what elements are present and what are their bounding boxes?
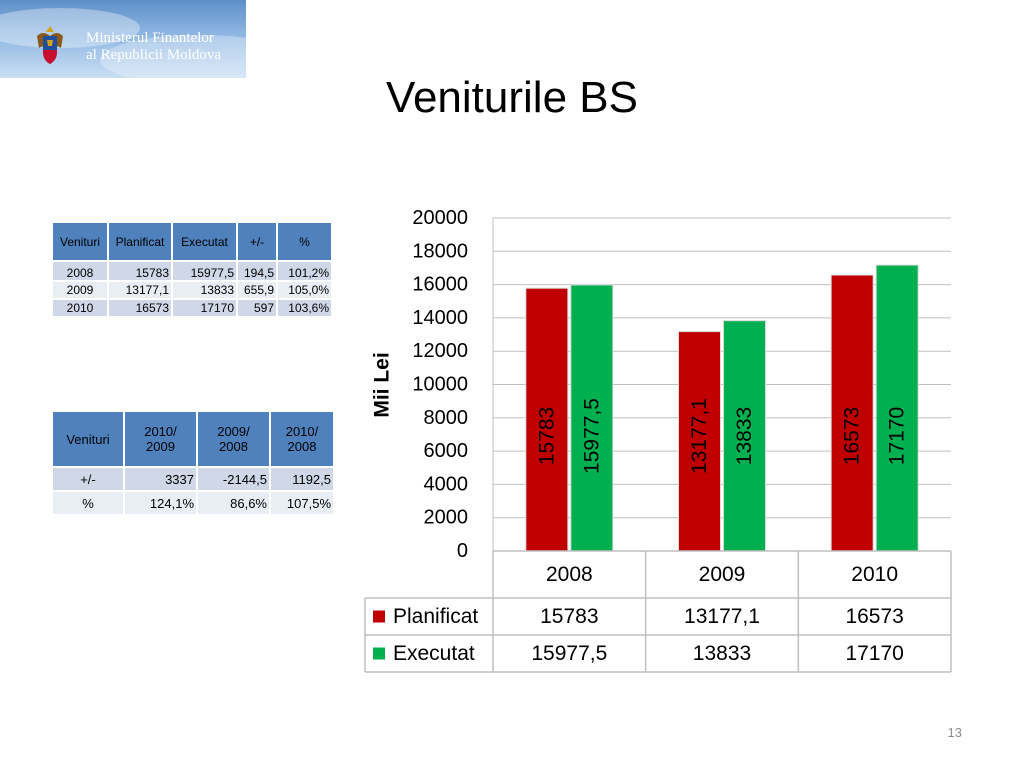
- chart-data-table: 2008 2009 2010 Planificat 15783 13177,1 16573 E…: [364, 550, 952, 673]
- y-tick-label: 8000: [424, 407, 469, 429]
- chart-gridlines: [492, 217, 951, 552]
- legend-swatch-planificat: [373, 610, 385, 623]
- table-value: 15977,5: [531, 642, 607, 665]
- column-header: Venituri: [53, 412, 123, 466]
- bar-data-labels: 15783 15977,5 13177,1 13833 16573 17170: [535, 398, 908, 474]
- logo-cloud: [0, 8, 140, 48]
- column-header: 2010/2008: [271, 412, 333, 466]
- bar-executat: [875, 264, 919, 552]
- table-value: 13833: [693, 642, 751, 665]
- table-cell: 107,5%: [271, 492, 333, 514]
- table-cell: 15783: [109, 262, 171, 280]
- y-tick-label: 0: [457, 540, 468, 562]
- coat-of-arms-icon: [37, 26, 63, 64]
- table-cell: 17170: [173, 300, 236, 316]
- revenue-execution-table: Venituri Planificat Executat +/- % 2008 …: [51, 221, 333, 318]
- bar-data-label: 15783: [535, 407, 558, 465]
- logo-text: Ministerul Finantelor al Republicii Mold…: [86, 30, 221, 64]
- table-cell: 15977,5: [173, 262, 236, 280]
- y-tick-label: 18000: [412, 240, 468, 262]
- column-header-line-1: 2010/: [144, 424, 177, 439]
- y-tick-label: 2000: [424, 507, 469, 529]
- y-tick-label: 20000: [412, 207, 468, 229]
- table-cell: 3337: [125, 468, 196, 490]
- table-cell: 2008: [53, 262, 107, 280]
- column-header: Executat: [173, 223, 236, 260]
- column-header-line-2: 2008: [219, 439, 248, 454]
- legend-label: Planificat: [393, 605, 478, 628]
- y-tick-label: 4000: [424, 473, 469, 495]
- table-cell: 655,9: [238, 282, 276, 298]
- bar-planificat: [525, 287, 569, 552]
- y-tick-label: 14000: [412, 307, 468, 329]
- y-tick-label: 16000: [412, 274, 468, 296]
- table-cell: %: [53, 492, 123, 514]
- table-cell: 194,5: [238, 262, 276, 280]
- y-axis-ticks: 0 2000 4000 6000 8000 10000 12000 14000 16000 180…: [412, 207, 468, 562]
- column-header-line-2: 2008: [287, 439, 317, 454]
- y-tick-label: 6000: [424, 440, 469, 462]
- table-cell: 2010: [53, 300, 107, 316]
- bar-executat: [570, 284, 614, 552]
- table-value: 17170: [845, 642, 903, 665]
- column-header-line-1: 2009/: [217, 424, 250, 439]
- table-cell: 13833: [173, 282, 236, 298]
- table-cell: 597: [238, 300, 276, 316]
- table-cell: 105,0%: [278, 282, 331, 298]
- column-header: Venituri: [53, 223, 107, 260]
- x-category-label: 2010: [851, 563, 898, 586]
- ministry-logo: Ministerul Finantelor al Republicii Mold…: [0, 0, 246, 78]
- table-row: 2010 16573 17170 597 103,6%: [53, 300, 331, 316]
- table-cell: 16573: [109, 300, 171, 316]
- legend-label: Executat: [393, 642, 475, 665]
- revenue-comparison-table: Venituri 2010/2009 2009/2008 2010/2008 +…: [51, 410, 335, 516]
- table-value: 13177,1: [684, 605, 760, 628]
- y-tick-label: 10000: [412, 374, 468, 396]
- bar-executat: [723, 320, 766, 552]
- x-category-label: 2009: [699, 563, 746, 586]
- chart-bars: [525, 264, 919, 552]
- y-axis-label: Mii Lei: [371, 352, 394, 417]
- bar-data-label: 17170: [886, 407, 909, 465]
- table-cell: -2144,5: [198, 468, 269, 490]
- bar-data-label: 13177,1: [688, 398, 711, 474]
- table-cell: 1192,5: [271, 468, 333, 490]
- table-cell: 101,2%: [278, 262, 331, 280]
- column-header: Planificat: [109, 223, 171, 260]
- column-header: 2009/2008: [198, 412, 269, 466]
- column-header-line-2: 2009: [146, 439, 175, 454]
- table-row: +/- 3337 -2144,5 1192,5: [53, 468, 333, 490]
- table-header-row: Venituri Planificat Executat +/- %: [53, 223, 331, 260]
- table-row: % 124,1% 86,6% 107,5%: [53, 492, 333, 514]
- revenue-bar-chart: 0 2000 4000 6000 8000 10000 12000 14000 16000 180…: [364, 207, 952, 673]
- bar-planificat: [678, 331, 721, 552]
- column-header: +/-: [238, 223, 276, 260]
- bar-data-label: 15977,5: [580, 398, 603, 474]
- bar-planificat: [830, 274, 874, 552]
- y-tick-label: 12000: [412, 340, 468, 362]
- table-cell: 86,6%: [198, 492, 269, 514]
- column-header: 2010/2009: [125, 412, 196, 466]
- table-header-row: Venituri 2010/2009 2009/2008 2010/2008: [53, 412, 333, 466]
- column-header: %: [278, 223, 331, 260]
- table-cell: 103,6%: [278, 300, 331, 316]
- table-row: 2009 13177,1 13833 655,9 105,0%: [53, 282, 331, 298]
- bar-data-label: 16573: [841, 407, 864, 465]
- page-number: 13: [947, 725, 962, 740]
- x-category-label: 2008: [546, 563, 593, 586]
- bar-data-label: 13833: [733, 407, 756, 465]
- table-cell: 2009: [53, 282, 107, 298]
- column-header-line-1: 2010/: [285, 424, 319, 439]
- table-value: 16573: [845, 605, 903, 628]
- logo-line-1: Ministerul Finantelor: [86, 30, 214, 46]
- table-cell: 124,1%: [125, 492, 196, 514]
- table-cell: 13177,1: [109, 282, 171, 298]
- table-row: 2008 15783 15977,5 194,5 101,2%: [53, 262, 331, 280]
- table-cell: +/-: [53, 468, 123, 490]
- table-value: 15783: [540, 605, 598, 628]
- legend-swatch-executat: [373, 647, 385, 660]
- column-header-label: Venituri: [66, 431, 110, 447]
- logo-line-2: al Republicii Moldova: [86, 47, 221, 63]
- slide-title: Veniturile BS: [386, 73, 638, 122]
